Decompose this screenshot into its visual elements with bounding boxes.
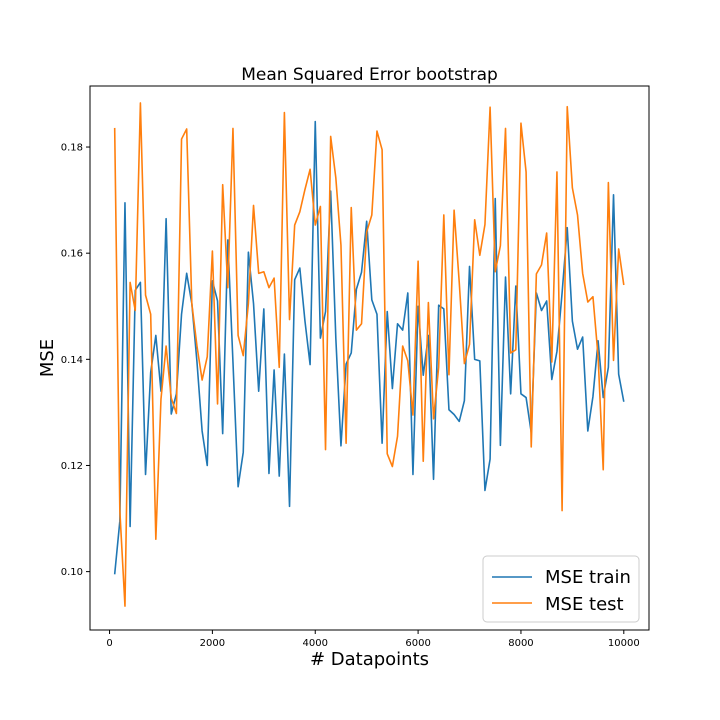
x-axis-ticks: 0 2000 4000 6000 8000 10000 (106, 630, 640, 649)
series-line-train (113, 120, 625, 575)
x-tick-label: 8000 (508, 638, 533, 649)
x-tick-label: 4000 (303, 638, 328, 649)
y-axis-ticks: 0.10 0.12 0.14 0.16 0.18 (61, 143, 90, 578)
y-tick-label: 0.18 (61, 143, 83, 154)
legend: MSE train MSE test (482, 555, 640, 623)
y-tick-label: 0.12 (61, 461, 83, 472)
y-tick-label: 0.16 (61, 249, 83, 260)
x-tick-label: 2000 (200, 638, 225, 649)
x-axis-label: # Datapoints (310, 649, 429, 670)
x-tick-label: 10000 (608, 638, 640, 649)
y-axis-label: MSE (37, 339, 58, 377)
x-tick-label: 0 (106, 638, 112, 649)
series-line-test (113, 102, 625, 607)
x-tick-label: 6000 (405, 638, 430, 649)
legend-label-train: MSE train (545, 567, 631, 588)
series-layer (113, 102, 625, 607)
plot-frame (89, 85, 650, 631)
y-tick-label: 0.10 (61, 567, 83, 578)
legend-box (482, 555, 640, 623)
legend-label-test: MSE test (545, 594, 624, 615)
chart-title: Mean Squared Error bootstrap (241, 65, 498, 85)
y-tick-label: 0.14 (61, 355, 83, 366)
